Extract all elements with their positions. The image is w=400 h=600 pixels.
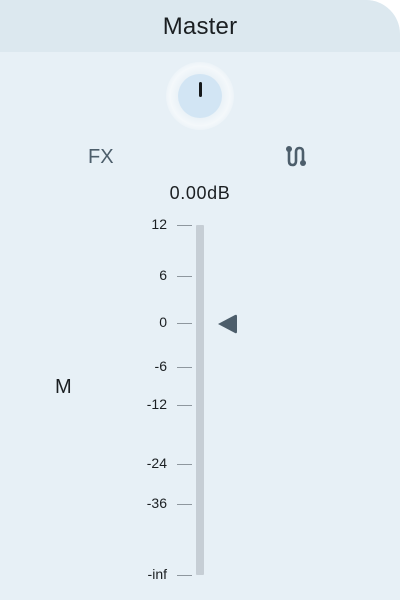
scale-tick: [177, 367, 192, 368]
fader-handle-triangle-icon: [218, 314, 237, 334]
scale-label: -24: [146, 455, 167, 471]
fx-button[interactable]: FX: [88, 146, 114, 168]
scale-label: 6: [159, 267, 167, 283]
scale-tick: [177, 464, 192, 465]
volume-readout: 0.00dB: [169, 183, 231, 203]
scale-tick: [177, 225, 192, 226]
scale-tick: [177, 575, 192, 576]
mono-label[interactable]: M: [55, 376, 72, 398]
routing-button[interactable]: [283, 143, 309, 169]
knob-pointer: [198, 82, 202, 97]
scale-tick: [177, 276, 192, 277]
scale-tick: [177, 405, 192, 406]
pan-knob[interactable]: [166, 62, 234, 130]
scale-label: -12: [146, 396, 167, 412]
strip-header: Master: [0, 0, 400, 52]
scale-label: 0: [159, 314, 167, 330]
scale-label: 12: [151, 216, 167, 232]
channel-title: Master: [162, 13, 238, 40]
scale-label: -inf: [147, 566, 167, 582]
fader-handle[interactable]: [216, 312, 238, 336]
pan-knob-icon: [178, 74, 222, 118]
fader-track[interactable]: [196, 225, 204, 575]
scale-label: -6: [154, 358, 167, 374]
scale-label: -36: [146, 495, 167, 511]
routing-icon: [286, 146, 306, 167]
scale-tick: [177, 504, 192, 505]
scale-tick: [177, 323, 192, 324]
